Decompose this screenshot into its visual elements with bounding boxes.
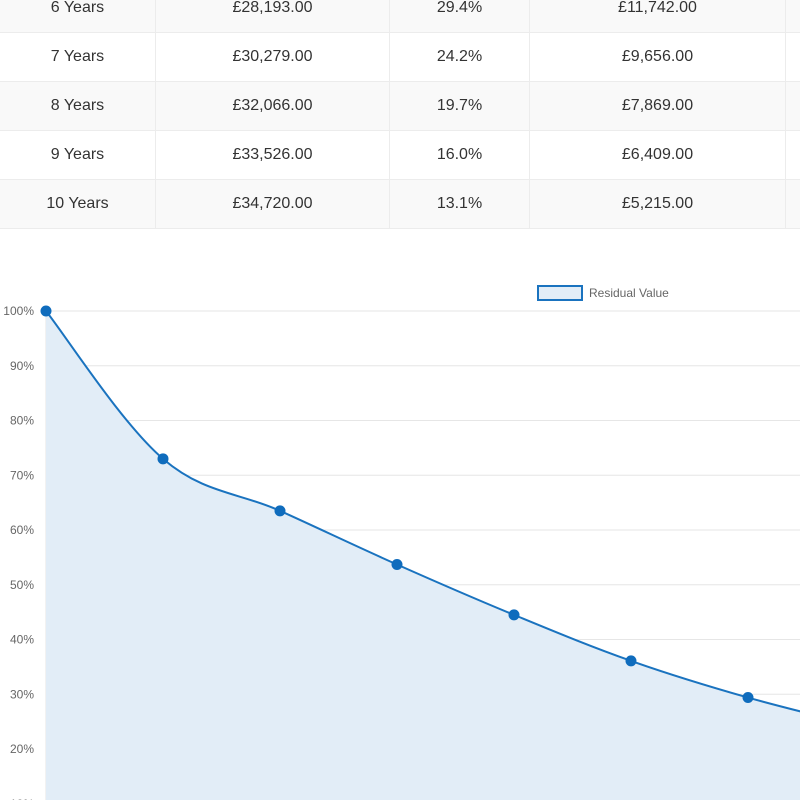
y-tick-label: 60% bbox=[10, 523, 34, 537]
data-point[interactable] bbox=[625, 655, 637, 667]
table-cell-spacer bbox=[785, 81, 800, 131]
y-tick-label: 20% bbox=[10, 742, 34, 756]
depreciation-table-body: 6 Years £28,193.00 29.4% £11,742.00 7 Years £… bbox=[0, 0, 800, 229]
table-row: 10 Years £34,720.00 13.1% £5,215.00 bbox=[0, 179, 800, 229]
table-cell-percent: 13.1% bbox=[389, 179, 530, 229]
table-cell-period: 6 Years bbox=[0, 0, 156, 33]
table-row: 9 Years £33,526.00 16.0% £6,409.00 bbox=[0, 130, 800, 180]
table-cell-depreciation: £11,742.00 bbox=[529, 0, 786, 33]
y-tick-label: 90% bbox=[10, 359, 34, 373]
table-cell-depreciation: £9,656.00 bbox=[529, 32, 786, 82]
y-tick-label: 30% bbox=[10, 687, 34, 701]
table-cell-spacer bbox=[785, 32, 800, 82]
y-tick-label: 80% bbox=[10, 414, 34, 428]
table-cell-period: 10 Years bbox=[0, 179, 156, 229]
y-tick-label: 70% bbox=[10, 468, 34, 482]
table-cell-value: £32,066.00 bbox=[155, 81, 390, 131]
data-point[interactable] bbox=[40, 305, 52, 317]
chart-points bbox=[40, 305, 754, 704]
table-cell-period: 9 Years bbox=[0, 130, 156, 180]
legend-swatch[interactable] bbox=[537, 285, 583, 301]
table-cell-value: £30,279.00 bbox=[155, 32, 390, 82]
legend-label[interactable]: Residual Value bbox=[589, 286, 669, 300]
table-cell-value: £33,526.00 bbox=[155, 130, 390, 180]
table-cell-period: 7 Years bbox=[0, 32, 156, 82]
table-cell-value: £34,720.00 bbox=[155, 179, 390, 229]
chart-y-ticks: 10%20%30%40%50%60%70%80%90%100% bbox=[3, 304, 34, 800]
table-cell-percent: 29.4% bbox=[389, 0, 530, 33]
table-cell-period: 8 Years bbox=[0, 81, 156, 131]
data-point[interactable] bbox=[508, 609, 520, 621]
table-cell-depreciation: £7,869.00 bbox=[529, 81, 786, 131]
data-point[interactable] bbox=[391, 558, 403, 570]
table-cell-spacer bbox=[785, 130, 800, 180]
chart-legend[interactable]: Residual Value bbox=[537, 285, 669, 301]
residual-value-line bbox=[46, 310, 800, 713]
table-cell-percent: 16.0% bbox=[389, 130, 530, 180]
chart-gridlines bbox=[45, 310, 800, 800]
table-cell-value: £28,193.00 bbox=[155, 0, 390, 33]
table-row: 8 Years £32,066.00 19.7% £7,869.00 bbox=[0, 81, 800, 131]
y-tick-label: 100% bbox=[3, 304, 34, 318]
table-cell-percent: 19.7% bbox=[389, 81, 530, 131]
table-cell-depreciation: £5,215.00 bbox=[529, 179, 786, 229]
table-cell-depreciation: £6,409.00 bbox=[529, 130, 786, 180]
table-row: 6 Years £28,193.00 29.4% £11,742.00 bbox=[0, 0, 800, 33]
residual-value-area bbox=[46, 311, 800, 800]
y-tick-label: 40% bbox=[10, 633, 34, 647]
data-point[interactable] bbox=[157, 453, 169, 465]
data-point[interactable] bbox=[274, 505, 286, 517]
chart-line-layer bbox=[46, 310, 800, 713]
data-point[interactable] bbox=[742, 692, 754, 704]
depreciation-table: 6 Years £28,193.00 29.4% £11,742.00 7 Years £… bbox=[0, 0, 800, 229]
table-row: 7 Years £30,279.00 24.2% £9,656.00 bbox=[0, 32, 800, 82]
table-cell-percent: 24.2% bbox=[389, 32, 530, 82]
table-cell-spacer bbox=[785, 179, 800, 229]
y-tick-label: 50% bbox=[10, 578, 34, 592]
chart-area-layer bbox=[46, 311, 800, 800]
table-cell-spacer bbox=[785, 0, 800, 33]
